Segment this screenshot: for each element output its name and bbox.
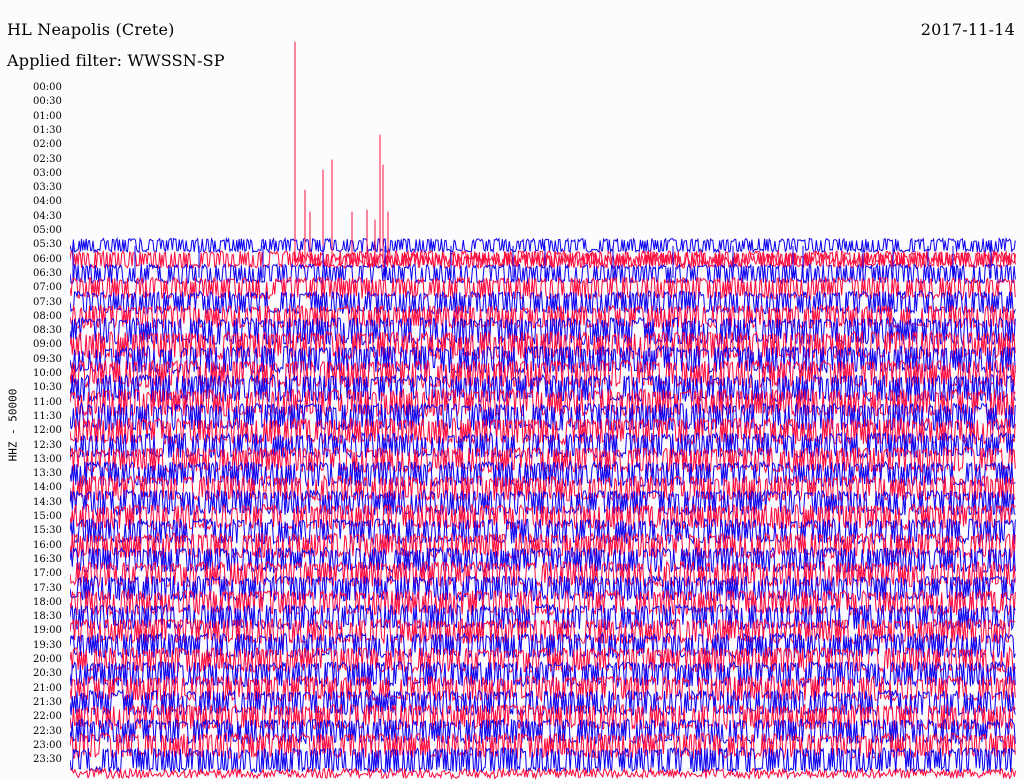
time-tick-label: 21:00: [33, 682, 62, 694]
seismic-trace-red: [70, 387, 1016, 418]
time-tick-label: 22:00: [33, 711, 62, 723]
time-tick-label: 16:30: [33, 553, 62, 565]
seismic-trace-blue: [70, 574, 1016, 603]
seismic-trace-red: [70, 416, 1016, 446]
seismic-trace-blue: [70, 373, 1016, 404]
time-tick-label: 18:30: [33, 611, 62, 623]
helicorder-plot: [70, 41, 1017, 780]
time-tick-label: 11:00: [33, 396, 62, 408]
time-tick-label: 10:30: [33, 382, 62, 394]
time-tick-label: 15:30: [33, 525, 62, 537]
seismic-trace-blue: [70, 545, 1016, 575]
seismic-trace-red: [70, 502, 1016, 531]
time-axis: 00:00 00:30 01:00 01:30 02:00 02:30 03:00 03:30…: [0, 0, 70, 780]
seismic-trace-red: [70, 731, 1016, 761]
seismic-trace-red: [70, 766, 1017, 780]
time-tick-label: 13:00: [33, 453, 62, 465]
seismic-trace-red: [70, 358, 1016, 390]
seismic-trace-blue: [70, 603, 1016, 632]
seismic-trace-blue: [70, 460, 1016, 489]
seismic-trace-blue: [70, 717, 1016, 746]
time-tick-label: 13:30: [33, 468, 62, 480]
seismic-trace-blue: [70, 316, 1016, 347]
time-tick-label: 23:30: [33, 754, 62, 766]
time-tick-label: 15:00: [33, 511, 62, 522]
date-label: 2017-11-14: [920, 20, 1015, 39]
time-tick-label: 21:30: [33, 696, 62, 708]
time-tick-label: 06:00: [33, 253, 62, 265]
seismic-trace-red: [70, 249, 1016, 270]
time-tick-label: 03:00: [33, 167, 62, 179]
time-tick-label: 00:00: [33, 82, 62, 93]
seismic-trace-blue: [70, 746, 1016, 775]
seismic-trace-red: [70, 445, 1016, 474]
time-tick-label: 02:30: [33, 153, 62, 165]
time-tick-label: 08:30: [33, 325, 62, 337]
time-tick-label: 12:00: [33, 425, 62, 437]
time-tick-label: 09:30: [33, 353, 62, 365]
time-tick-label: 02:00: [33, 139, 62, 151]
seismic-trace-red: [70, 674, 1016, 703]
time-tick-label: 03:30: [33, 182, 62, 194]
time-tick-label: 19:30: [33, 639, 62, 651]
time-tick-label: 08:00: [33, 310, 62, 322]
time-tick-label: 16:00: [33, 539, 62, 551]
seismic-trace-red: [70, 275, 1016, 301]
time-tick-label: 07:00: [33, 282, 62, 294]
seismic-trace-blue: [70, 660, 1016, 689]
time-tick-label: 17:30: [33, 582, 62, 594]
time-tick-label: 05:30: [33, 239, 62, 251]
time-tick-label: 22:30: [33, 725, 62, 737]
seismic-trace-red: [70, 474, 1016, 503]
time-tick-label: 01:00: [33, 110, 62, 122]
time-tick-label: 23:00: [33, 739, 62, 751]
time-tick-label: 18:00: [33, 596, 62, 608]
time-tick-label: 00:30: [33, 96, 62, 108]
seismic-trace-blue: [70, 236, 1016, 254]
time-tick-label: 07:30: [33, 296, 62, 308]
station-title: HL Neapolis (Crete): [7, 20, 175, 39]
time-tick-label: 14:00: [33, 482, 62, 494]
time-tick-label: 14:30: [33, 496, 62, 508]
time-tick-label: 10:00: [33, 368, 62, 379]
time-tick-label: 17:00: [33, 568, 62, 580]
time-tick-label: 05:00: [33, 225, 62, 236]
time-tick-label: 04:00: [33, 196, 62, 208]
seismic-trace-red: [293, 250, 1017, 269]
time-tick-label: 19:00: [33, 625, 62, 637]
time-tick-label: 12:30: [33, 439, 62, 451]
seismic-trace-blue: [70, 344, 1016, 375]
time-tick-label: 09:00: [33, 339, 62, 351]
time-tick-label: 06:30: [33, 267, 62, 279]
time-tick-label: 01:30: [33, 124, 62, 136]
time-tick-label: 20:30: [33, 668, 62, 680]
time-tick-label: 20:00: [33, 654, 62, 665]
seismic-trace-blue: [70, 688, 1016, 717]
seismic-trace-red: [70, 645, 1016, 675]
time-tick-label: 11:30: [33, 410, 62, 422]
filter-label: Applied filter: WWSSN-SP: [7, 51, 225, 70]
seismic-trace-blue: [70, 631, 1016, 660]
time-tick-label: 04:30: [33, 210, 62, 222]
